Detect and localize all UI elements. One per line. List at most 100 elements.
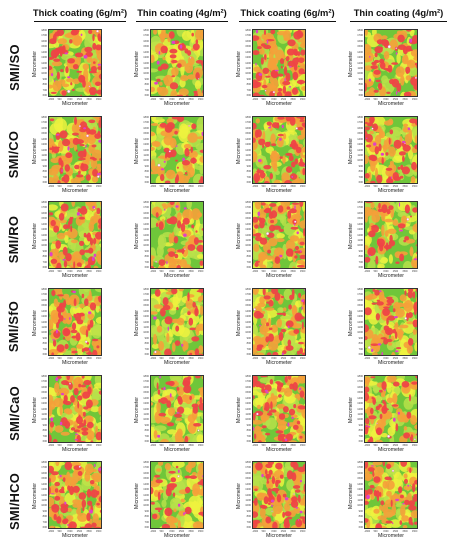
heatmap-blob (63, 260, 68, 268)
heatmap-blob (199, 163, 203, 175)
x-tick-label: -1800 (150, 444, 157, 447)
y-tick-label: 1500 (41, 217, 47, 221)
heatmap-spot (371, 348, 374, 352)
heatmap-blob (195, 59, 203, 64)
heatmap-blob (77, 512, 88, 522)
heatmap-blob (190, 157, 197, 164)
heatmap-blob (282, 85, 287, 94)
heatmap-blob (164, 389, 177, 398)
heatmap-blob (195, 39, 199, 45)
heatmap-blob (178, 289, 184, 292)
x-tick-label: 500 (57, 357, 62, 360)
heatmap-blob (260, 202, 266, 206)
x-tick-label: 2500 (178, 444, 185, 447)
heatmap-blob (199, 31, 203, 37)
heatmap-blob (95, 431, 101, 441)
y-tick-label: 1700 (143, 121, 149, 125)
y-tick-label: 1500 (245, 132, 251, 136)
heatmap-blob (290, 139, 297, 149)
heatmap-blob (392, 219, 399, 226)
column-header-1: Thick coating (6g/m²) (30, 2, 130, 22)
heatmap-blob (161, 499, 167, 508)
y-tick-label: 1400 (41, 482, 47, 486)
y-tick-label: 1600 (143, 211, 149, 215)
y-axis-ticks: 1800 1700 1600 1500 1400 1300 1200 1100 1000 900 8… (38, 116, 47, 184)
heatmap-blob (57, 180, 61, 183)
heatmap-spot (55, 134, 60, 136)
heatmap-svg (365, 117, 417, 183)
heatmap-blob (287, 376, 292, 380)
heatmap-blob (168, 251, 176, 257)
y-tick-label: 1300 (143, 56, 149, 60)
heatmap-blob (259, 507, 266, 519)
heatmap-blob (365, 212, 369, 223)
x-tick-label: 2500 (392, 270, 399, 273)
y-tick-label: 1800 (41, 29, 47, 32)
heatmap-blob (415, 244, 417, 247)
heatmap-spot (271, 510, 273, 512)
heatmap-spot (284, 497, 289, 501)
y-tick-label: 600 (144, 94, 149, 97)
y-tick-label: 1800 (41, 288, 47, 291)
heatmap-blob (71, 322, 77, 331)
x-tick-label: 3500 (290, 185, 296, 188)
heatmap-spot (289, 66, 292, 68)
y-tick-label: 1100 (41, 325, 47, 329)
heatmap-blob (281, 54, 286, 59)
x-tick-label: -1800 (150, 98, 157, 101)
heatmap-blob (90, 216, 96, 225)
heatmap-blob (83, 289, 90, 293)
heatmap-blob (414, 62, 417, 66)
heatmap-blob (151, 86, 155, 93)
heatmap-spot (261, 473, 264, 478)
y-tick-label: 1800 (41, 461, 47, 464)
heatmap-blob (271, 475, 276, 485)
heatmap-blob (381, 411, 388, 422)
y-tick-label: 1300 (357, 56, 363, 60)
heatmap-blob (192, 521, 203, 528)
heatmap-blob (274, 256, 281, 264)
y-tick-label: 900 (42, 509, 47, 513)
y-tick-label: 900 (144, 509, 149, 513)
heatmap-blob (97, 218, 101, 225)
heatmap-blob (370, 492, 375, 500)
heatmap-blob (299, 441, 302, 442)
heatmap-blob (397, 166, 401, 170)
heatmap-spot (289, 85, 292, 88)
heatmap-blob (98, 390, 101, 395)
heatmap-blob (80, 94, 83, 96)
heatmap-blob (410, 510, 417, 519)
heatmap-blob (93, 265, 99, 268)
y-tick-label: 1300 (357, 315, 363, 319)
y-tick-label: 1400 (143, 482, 149, 486)
y-tick-label: 1000 (143, 244, 149, 248)
heatmap-blob (379, 413, 383, 420)
heatmap-blob (266, 301, 270, 304)
heatmap-blob (154, 425, 167, 432)
y-tick-label: 600 (358, 440, 363, 443)
heatmap-blob (66, 507, 73, 512)
heatmap-blob (50, 91, 57, 94)
y-tick-label: 1500 (357, 132, 363, 136)
heatmap-svg (253, 376, 305, 442)
heatmap-blob (65, 312, 73, 325)
heatmap-blob (151, 343, 160, 349)
heatmap-blob (91, 144, 97, 148)
y-tick-label: 1500 (245, 391, 251, 395)
heatmap-svg (49, 202, 101, 268)
heatmap-blob (91, 338, 99, 342)
heatmap-blob (63, 408, 72, 414)
heatmap-blob (173, 236, 179, 244)
heatmap-blob (55, 132, 61, 140)
heatmap-blob (97, 254, 101, 266)
heatmap-blob (408, 128, 412, 140)
y-axis-ticks: 1800 1700 1600 1500 1400 1300 1200 1100 1000 900 8… (242, 116, 251, 184)
y-tick-label: 700 (246, 175, 251, 179)
heatmap-svg (253, 117, 305, 183)
heatmap-blob (253, 137, 256, 143)
column-header-rule (350, 21, 447, 22)
heatmap-blob (94, 133, 101, 139)
heatmap-blob (411, 94, 415, 96)
heatmap-spot (398, 202, 401, 207)
y-tick-label: 1300 (41, 228, 47, 232)
